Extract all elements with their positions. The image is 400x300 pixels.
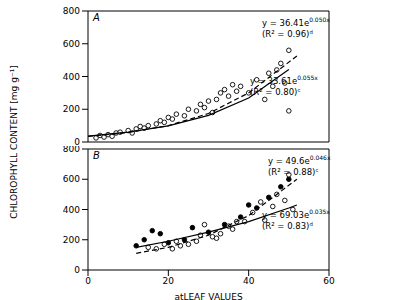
html-text:(R² = 0.80)ᶜ: (R² = 0.80)ᶜ	[250, 86, 301, 97]
html-text:y = 33.61e0.055x: y = 33.61e0.055x	[250, 74, 318, 86]
html-text:A: A	[93, 12, 100, 23]
html-text:y = 36.41e0.050x: y = 36.41e0.050x	[262, 16, 330, 28]
svg-text:0: 0	[74, 265, 80, 275]
svg-text:400: 400	[63, 205, 80, 215]
html-text:(R² = 0.88)ᶜ: (R² = 0.88)ᶜ	[268, 166, 319, 177]
html-text:B: B	[93, 150, 100, 161]
html-text:CHLOROPHYLL CONTENT [mg g⁻¹]: CHLOROPHYLL CONTENT [mg g⁻¹]	[9, 65, 19, 219]
html-text:(R² = 0.96)ᵈ: (R² = 0.96)ᵈ	[262, 28, 313, 39]
svg-text:0: 0	[85, 276, 91, 286]
svg-text:20: 20	[163, 276, 175, 286]
svg-text:800: 800	[63, 6, 80, 16]
svg-text:atLEAF VALUES: atLEAF VALUES	[174, 292, 243, 300]
html-text:(R² = 0.83)ᵈ: (R² = 0.83)ᵈ	[262, 220, 313, 231]
svg-text:200: 200	[63, 235, 80, 245]
svg-text:200: 200	[63, 104, 80, 114]
svg-text:0: 0	[74, 137, 80, 146]
svg-text:400: 400	[63, 72, 80, 82]
svg-text:800: 800	[63, 146, 80, 154]
svg-text:40: 40	[243, 276, 255, 286]
svg-text:60: 60	[323, 276, 335, 286]
html-text:y = 49.6e0.046x: y = 49.6e0.046x	[268, 154, 331, 166]
svg-text:600: 600	[63, 39, 80, 49]
svg-text:600: 600	[63, 174, 80, 184]
html-text:y = 69.03e0.035x: y = 69.03e0.035x	[262, 208, 330, 220]
